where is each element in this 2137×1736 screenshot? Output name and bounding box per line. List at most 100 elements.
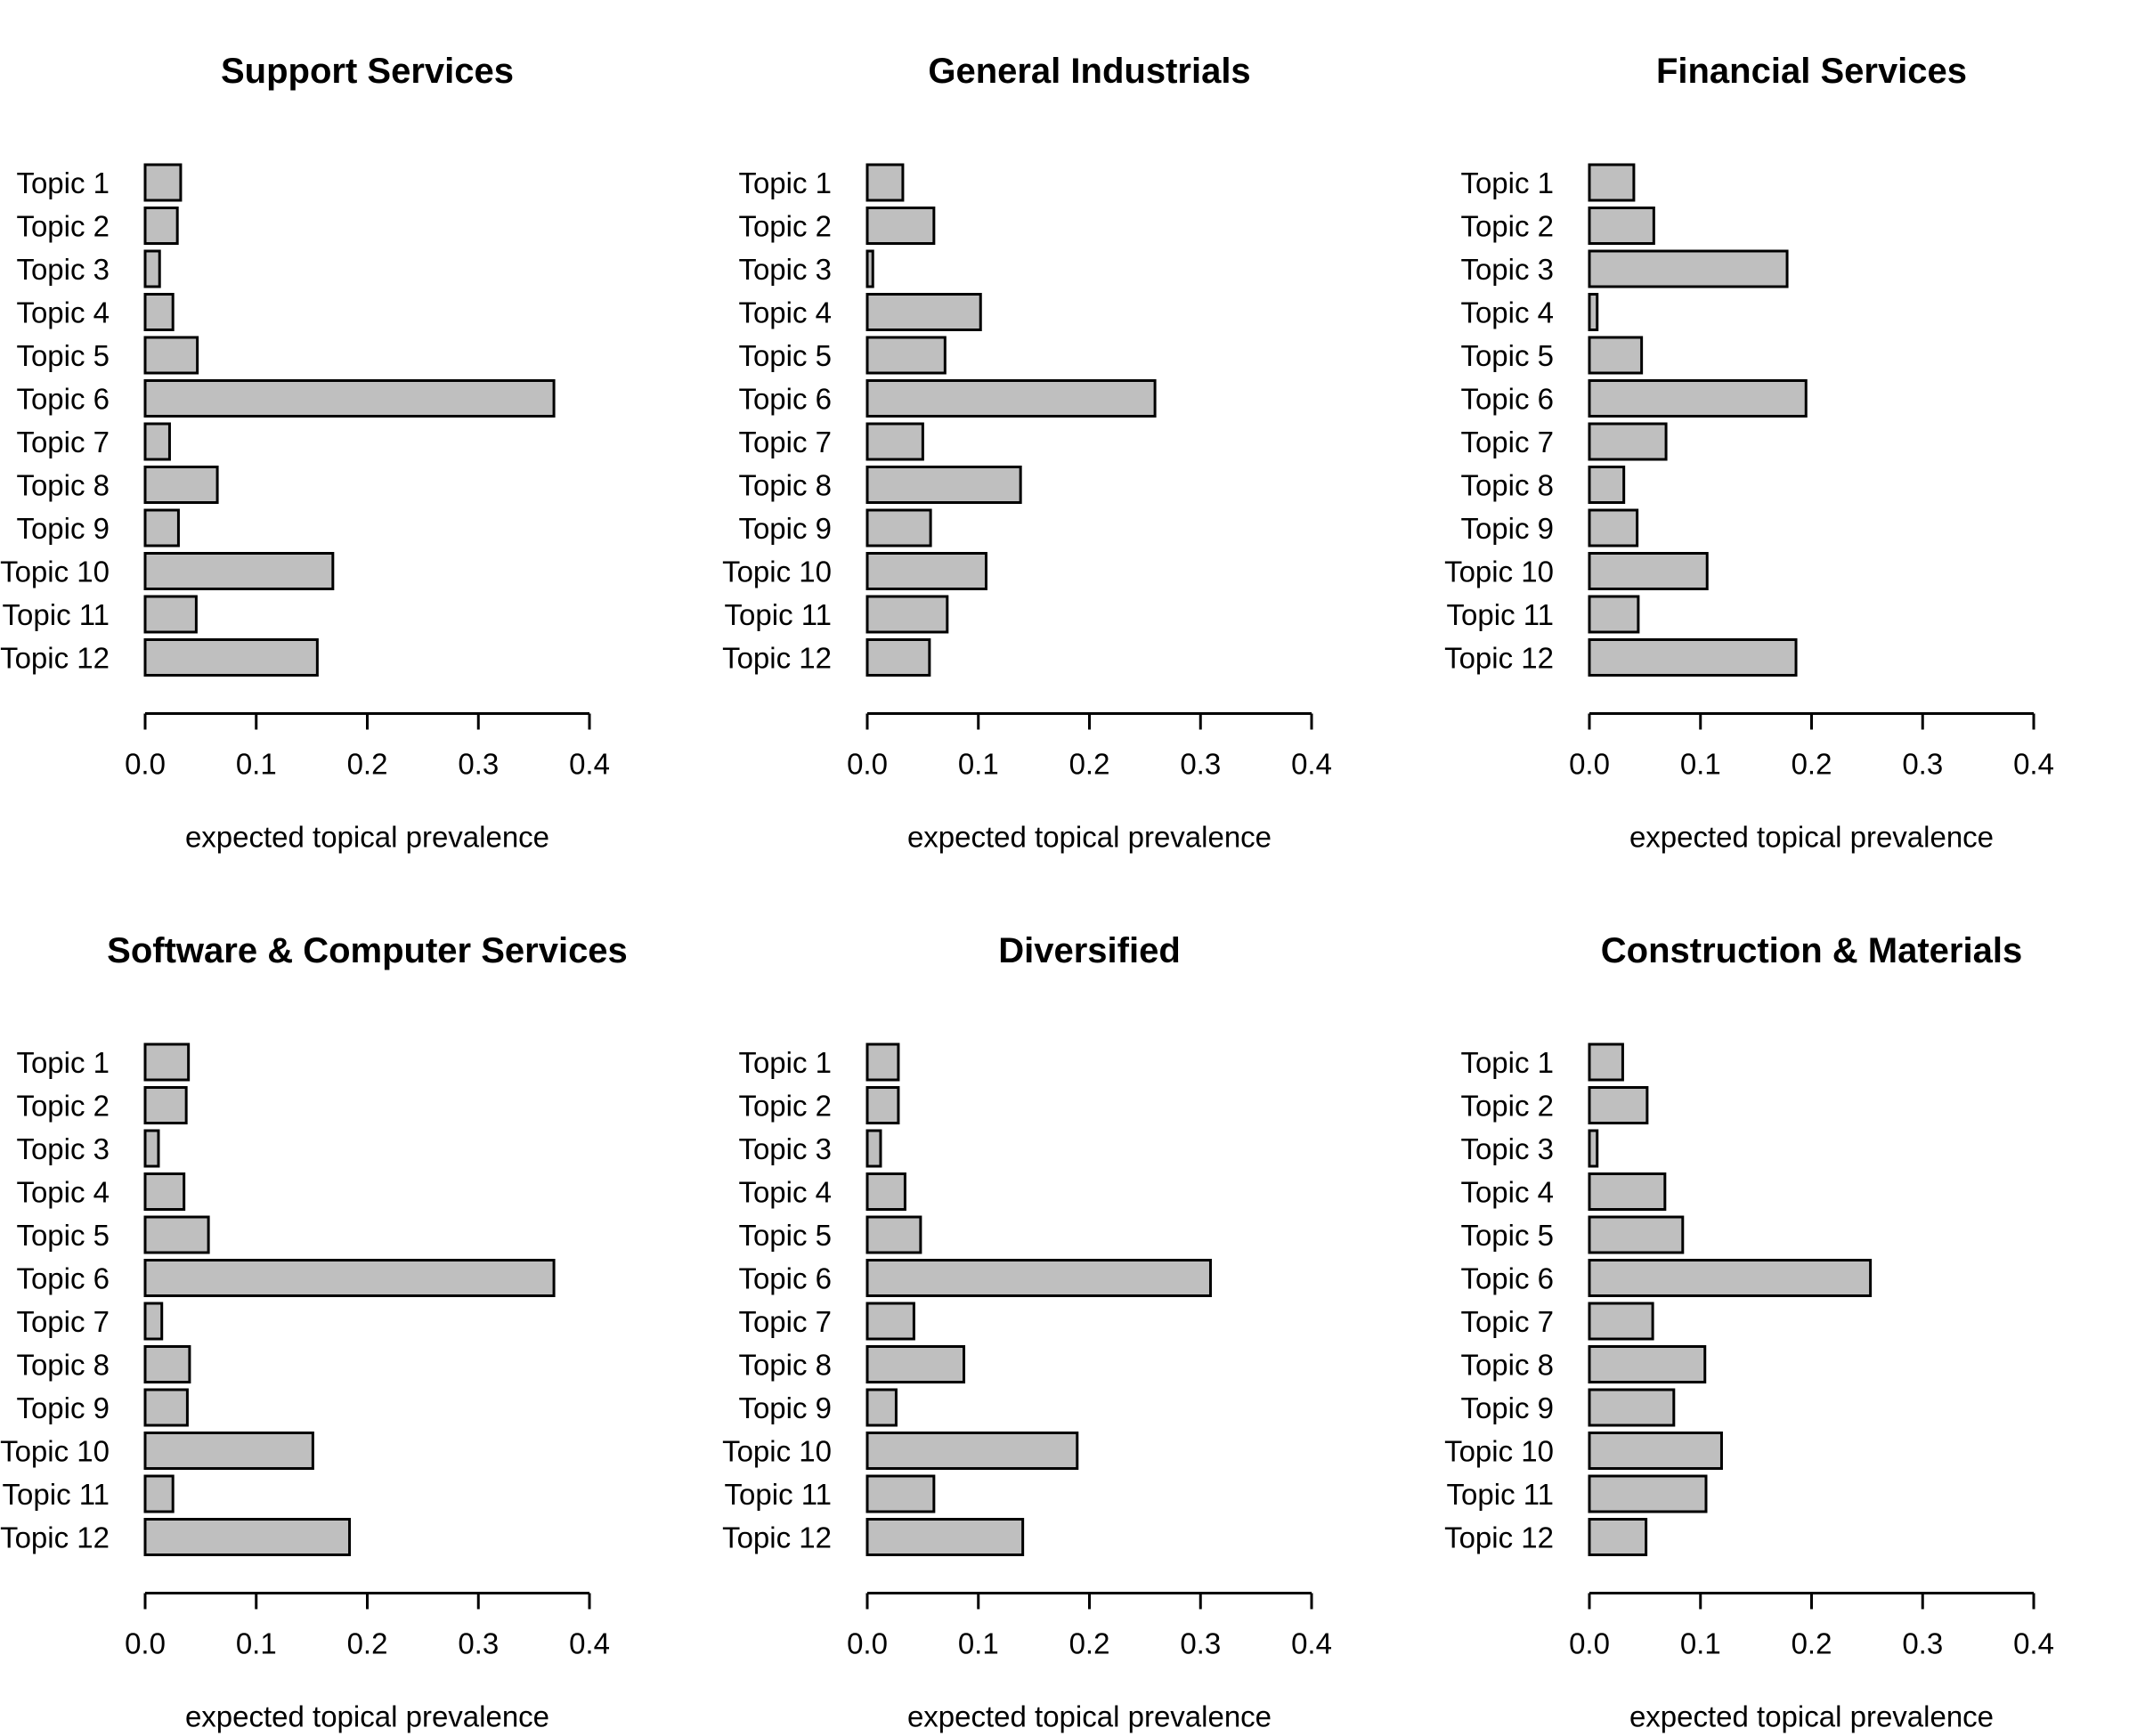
category-label: Topic 12 — [1444, 1521, 1554, 1554]
chart-support-services: Support Services Topic 1 Topic 2 Topic 3 Top… — [0, 52, 610, 854]
category-label: Topic 7 — [1460, 1305, 1554, 1338]
bar-topic-3 — [865, 249, 874, 288]
category-label: Topic 9 — [738, 512, 832, 545]
category-label: Topic 4 — [738, 1176, 832, 1209]
bar-topic-3 — [865, 1129, 882, 1168]
bar-topic-5 — [143, 1215, 210, 1254]
bar-topic-9 — [1588, 508, 1639, 548]
category-label: Topic 4 — [1460, 296, 1554, 329]
bar-topic-6 — [143, 1259, 556, 1297]
bar-topic-1 — [865, 163, 905, 202]
bar-topic-7 — [143, 1302, 164, 1341]
category-label: Topic 12 — [1444, 642, 1554, 675]
bar-topic-6 — [865, 1259, 1212, 1297]
category-label: Topic 8 — [738, 1349, 832, 1382]
bar-topic-9 — [143, 1388, 189, 1427]
category-label: Topic 3 — [738, 253, 832, 286]
x-tick-label: 0.1 — [1680, 748, 1721, 781]
category-label: Topic 5 — [16, 1219, 110, 1252]
category-label: Topic 10 — [0, 556, 110, 588]
x-tick-label: 0.2 — [1069, 1627, 1110, 1660]
category-label: Topic 6 — [16, 383, 110, 416]
bar-topic-7 — [1588, 422, 1668, 461]
x-tick-label: 0.0 — [125, 748, 166, 781]
x-axis-label: expected topical prevalence — [185, 1700, 549, 1733]
category-label: Topic 12 — [722, 642, 832, 675]
category-label: Topic 8 — [1460, 1349, 1554, 1382]
bar-topic-3 — [1588, 249, 1789, 288]
category-label: Topic 11 — [3, 1478, 110, 1511]
category-label: Topic 6 — [738, 383, 832, 416]
bar-topic-9 — [865, 1388, 898, 1427]
bar-topic-12 — [143, 638, 319, 677]
bar-topic-6 — [1588, 379, 1808, 418]
bar-topic-11 — [143, 1474, 175, 1513]
chart-financial-services: Financial Services Topic 1 Topic 2 Topic 3 T… — [1444, 52, 2054, 854]
bar-topic-10 — [1588, 552, 1709, 590]
bar-topic-11 — [1588, 595, 1640, 634]
bar-topic-2 — [1588, 1086, 1649, 1124]
x-tick-label: 0.0 — [847, 1627, 888, 1660]
category-label: Topic 8 — [16, 469, 110, 502]
bar-topic-2 — [1588, 207, 1655, 245]
chart-title: Support Services — [221, 52, 514, 91]
category-label: Topic 8 — [1460, 469, 1554, 502]
category-label: Topic 10 — [1444, 1435, 1554, 1468]
x-axis-label: expected topical prevalence — [1629, 821, 1994, 854]
bar-topic-5 — [143, 336, 199, 375]
bar-topic-2 — [143, 1086, 188, 1124]
bar-topic-10 — [143, 1432, 314, 1470]
x-tick-label: 0.0 — [1569, 748, 1610, 781]
category-label: Topic 9 — [16, 1391, 110, 1424]
category-label: Topic 5 — [1460, 1219, 1554, 1252]
x-tick-label: 0.0 — [847, 748, 888, 781]
x-tick-label: 0.3 — [1902, 748, 1943, 781]
bar-topic-7 — [1588, 1302, 1654, 1341]
bar-topic-7 — [865, 1302, 915, 1341]
chart-construction-and-materials: Construction & Materials Topic 1 Topic 2 To… — [1444, 931, 2054, 1733]
category-label: Topic 5 — [738, 1219, 832, 1252]
bar-topic-12 — [1588, 1518, 1648, 1556]
category-label: Topic 6 — [738, 1262, 832, 1295]
x-axis-label: expected topical prevalence — [1629, 1700, 1994, 1733]
category-label: Topic 11 — [1447, 598, 1554, 631]
category-label: Topic 10 — [722, 1435, 832, 1468]
x-tick-label: 0.2 — [347, 1627, 388, 1660]
bar-topic-9 — [1588, 1388, 1676, 1427]
bar-topic-3 — [1588, 1129, 1599, 1168]
category-label: Topic 9 — [1460, 1391, 1554, 1424]
bar-topic-8 — [1588, 466, 1626, 504]
category-label: Topic 3 — [16, 1132, 110, 1165]
category-label: Topic 6 — [1460, 383, 1554, 416]
bar-topic-1 — [143, 163, 183, 202]
category-label: Topic 2 — [738, 210, 832, 243]
x-tick-label: 0.4 — [569, 1627, 610, 1660]
x-tick-label: 0.1 — [958, 1627, 999, 1660]
bar-topic-11 — [143, 595, 198, 634]
category-label: Topic 2 — [1460, 210, 1554, 243]
x-tick-label: 0.4 — [569, 748, 610, 781]
category-label: Topic 1 — [16, 166, 110, 199]
bar-topic-4 — [143, 293, 175, 331]
category-label: Topic 1 — [16, 1046, 110, 1079]
chart-title: Software & Computer Services — [107, 931, 628, 970]
bar-topic-9 — [143, 508, 180, 548]
bar-topic-6 — [865, 379, 1157, 418]
x-tick-label: 0.1 — [958, 748, 999, 781]
bar-topic-1 — [1588, 1042, 1624, 1082]
category-label: Topic 1 — [738, 1046, 832, 1079]
x-tick-label: 0.2 — [347, 748, 388, 781]
category-label: Topic 4 — [16, 1176, 110, 1209]
bar-topic-10 — [865, 552, 987, 590]
category-label: Topic 3 — [16, 253, 110, 286]
bar-topic-2 — [865, 207, 936, 245]
chart-title: Financial Services — [1656, 52, 1967, 91]
category-label: Topic 7 — [16, 1305, 110, 1338]
chart-title: General Industrials — [928, 52, 1250, 91]
category-label: Topic 5 — [738, 339, 832, 372]
category-label: Topic 10 — [1444, 556, 1554, 588]
x-tick-label: 0.4 — [2013, 748, 2054, 781]
category-label: Topic 11 — [1447, 1478, 1554, 1511]
x-tick-label: 0.3 — [458, 1627, 499, 1660]
